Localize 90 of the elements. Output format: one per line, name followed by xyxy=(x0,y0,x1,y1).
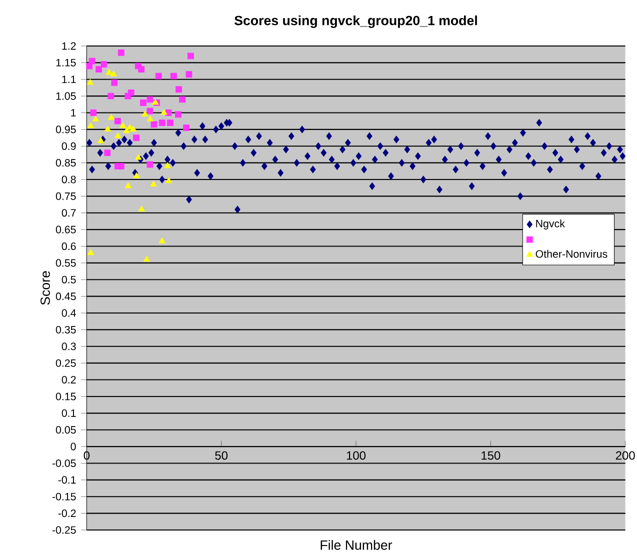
y-tick-label: 0.1 xyxy=(62,409,76,417)
y-tick-label: 0.15 xyxy=(56,392,76,400)
point xyxy=(160,109,168,115)
point xyxy=(88,58,96,64)
point xyxy=(114,132,122,138)
x-axis-title: File Number xyxy=(320,540,392,550)
point xyxy=(90,110,97,116)
point xyxy=(175,111,182,118)
point xyxy=(118,49,124,56)
y-tick-label: 1.15 xyxy=(56,58,76,66)
point xyxy=(142,110,148,116)
point xyxy=(166,120,174,126)
point xyxy=(106,68,112,75)
y-tick-label: 0.65 xyxy=(56,226,76,234)
point xyxy=(104,126,111,132)
point xyxy=(118,162,124,170)
y-tick-label: 0.6 xyxy=(62,242,76,250)
y-tick-label: 0.55 xyxy=(56,259,76,267)
point xyxy=(138,206,145,212)
point xyxy=(186,71,192,78)
point xyxy=(187,52,194,60)
point xyxy=(123,127,130,134)
y-tick-label: 0.45 xyxy=(56,292,76,300)
point xyxy=(155,72,162,80)
y-tick-label: -0.05 xyxy=(52,459,76,468)
point xyxy=(146,108,154,114)
y-tick-label: 0 xyxy=(70,442,76,450)
point xyxy=(108,92,114,100)
y-tick-label: 0.2 xyxy=(62,376,76,384)
y-tick-label: 0.75 xyxy=(56,192,76,200)
y-tick-label: 0.05 xyxy=(56,426,76,434)
chart-title: Scores using ngvck_group20_1 model xyxy=(234,15,477,28)
point xyxy=(120,122,126,128)
y-tick-label: 0.3 xyxy=(62,342,76,350)
x-tick-label: 200 xyxy=(616,451,635,460)
point xyxy=(92,116,99,122)
y-tick-label: 0.9 xyxy=(62,142,76,150)
y-tick-label: 1 xyxy=(71,109,76,116)
point xyxy=(135,154,142,160)
y-tick-label: 0.8 xyxy=(62,176,76,184)
point xyxy=(86,78,94,85)
point xyxy=(158,238,166,244)
y-tick-label: 0.35 xyxy=(56,326,76,334)
point xyxy=(111,80,118,86)
point xyxy=(170,72,177,80)
y-tick-label: 0.5 xyxy=(62,276,76,284)
y-tick-label: -0.25 xyxy=(52,526,76,534)
point xyxy=(164,162,171,168)
legend-label: Other-Nonvirus xyxy=(536,250,608,258)
y-tick-label: 0.95 xyxy=(56,126,76,134)
point xyxy=(179,96,186,103)
y-tick-label: 1.05 xyxy=(56,92,76,100)
point xyxy=(96,66,102,73)
point xyxy=(100,61,108,68)
point xyxy=(176,86,182,93)
point xyxy=(150,121,158,128)
y-tick-label: 0.85 xyxy=(56,159,76,167)
y-tick-label: 0.7 xyxy=(62,209,76,217)
point xyxy=(146,96,154,103)
y-axis-title: Score xyxy=(40,271,50,305)
point xyxy=(183,124,190,131)
point xyxy=(140,100,146,106)
point xyxy=(158,120,166,126)
point xyxy=(133,134,140,141)
y-tick-label: 0.4 xyxy=(62,309,76,317)
y-tick-label: -0.1 xyxy=(58,476,76,484)
y-tick-label: -0.15 xyxy=(52,492,76,500)
point xyxy=(124,182,132,188)
point xyxy=(110,70,117,76)
x-tick-label: 150 xyxy=(482,451,500,460)
y-tick-label: 0.25 xyxy=(56,359,76,367)
point xyxy=(150,180,157,187)
point xyxy=(108,114,114,120)
legend-label: Ngvck xyxy=(536,220,565,230)
point xyxy=(128,90,134,96)
point xyxy=(138,66,145,73)
point xyxy=(114,118,121,124)
point xyxy=(87,122,94,128)
y-tick-label: 1.2 xyxy=(62,42,76,50)
point xyxy=(166,177,172,184)
point xyxy=(146,116,154,122)
point xyxy=(87,249,94,255)
point xyxy=(143,256,150,262)
point xyxy=(104,150,111,156)
x-tick-label: 50 xyxy=(215,451,228,460)
y-tick-label: -0.2 xyxy=(58,510,76,518)
y-tick-label: 1.1 xyxy=(62,76,76,84)
x-tick-label: 100 xyxy=(346,451,366,460)
point xyxy=(133,172,140,178)
point xyxy=(146,161,154,168)
